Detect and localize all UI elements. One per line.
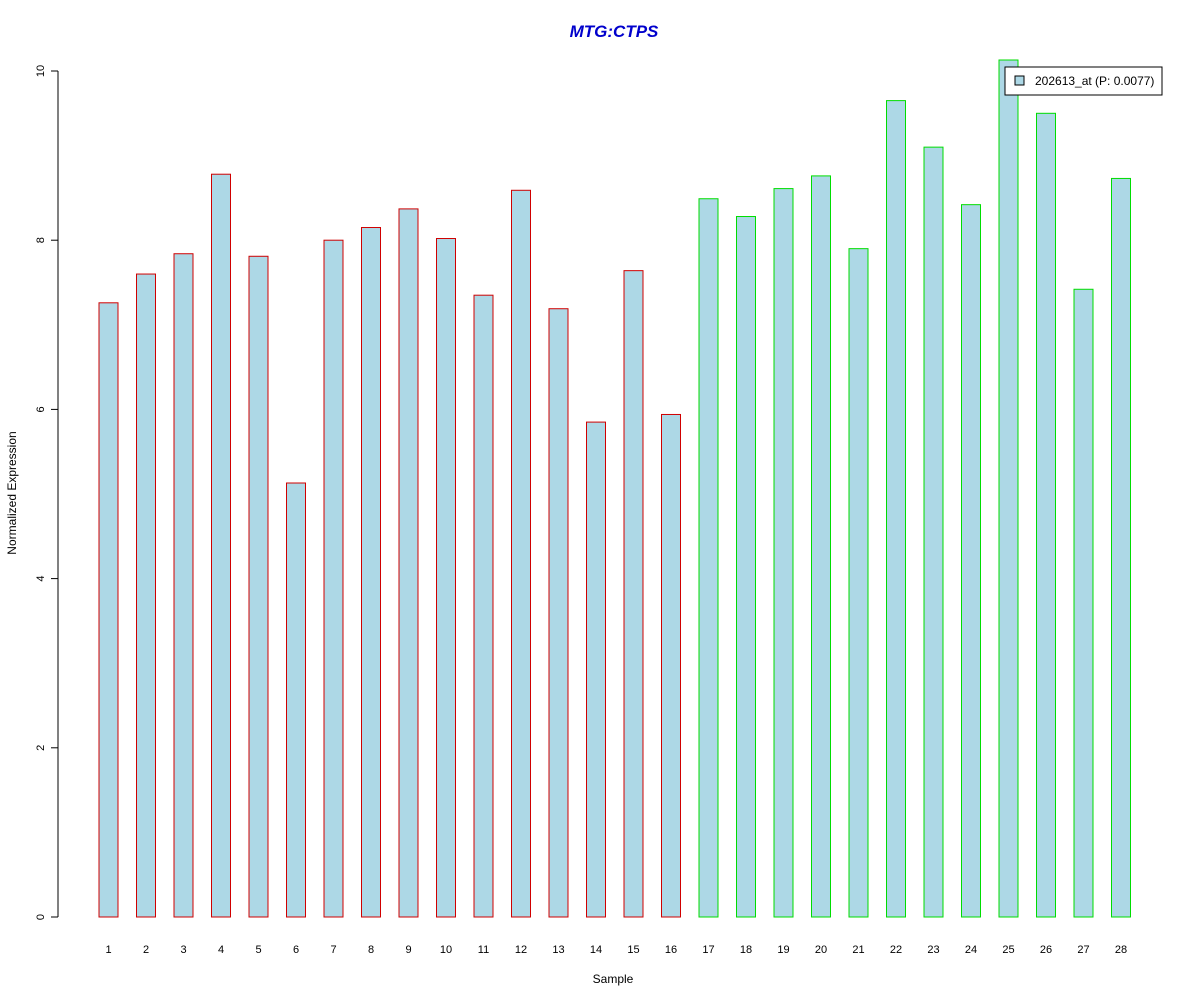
bar-sample-8: [361, 227, 381, 918]
bar-sample-14: [586, 421, 606, 918]
bar-sample-2: [136, 273, 156, 918]
x-tick-label: 13: [552, 944, 564, 956]
bar-sample-27: [1073, 288, 1094, 918]
bar-sample-28: [1111, 177, 1131, 918]
y-tick-label: 4: [35, 576, 47, 582]
x-tick-label: 28: [1115, 944, 1127, 956]
x-tick-label: 16: [665, 944, 677, 956]
x-tick-labels: 1 2 3 4 5 6 7 8 9 10 11 12 13 14 15 16 17 18 19 20 21 22 23 24 2…: [105, 944, 1127, 956]
bar-sample-6: [286, 482, 306, 918]
bar-sample-16: [661, 413, 681, 918]
x-tick-label: 1: [105, 944, 111, 956]
y-axis-label: Normalized Expression: [5, 431, 19, 554]
x-tick-label: 10: [440, 944, 452, 956]
x-tick-label: 17: [702, 944, 714, 956]
bar-sample-12: [511, 189, 531, 918]
bar-sample-4: [211, 173, 231, 918]
legend: 202613_at (P: 0.0077): [1004, 66, 1163, 96]
bar-sample-25: [998, 59, 1019, 918]
bar-sample-26: [1036, 112, 1056, 918]
x-tick-label: 15: [627, 944, 639, 956]
bar-sample-18: [736, 216, 756, 918]
legend-swatch: [1014, 75, 1025, 86]
x-tick-label: 26: [1040, 944, 1052, 956]
legend-box: [1004, 66, 1163, 96]
legend-label: 202613_at (P: 0.0077): [1035, 74, 1154, 88]
y-tick-label: 2: [35, 745, 47, 751]
y-tick-label: 6: [35, 406, 47, 412]
bar-sample-22: [886, 100, 906, 918]
x-tick-label: 4: [218, 944, 224, 956]
x-tick-label: 11: [478, 944, 489, 956]
x-tick-label: 27: [1077, 944, 1089, 956]
bar-sample-19: [773, 188, 794, 918]
x-tick-label: 23: [927, 944, 939, 956]
x-tick-label: 19: [777, 944, 789, 956]
x-tick-label: 24: [965, 944, 977, 956]
x-tick-label: 12: [515, 944, 527, 956]
x-tick-label: 22: [890, 944, 902, 956]
bar-sample-20: [811, 175, 831, 918]
x-tick-label: 2: [143, 944, 149, 956]
x-tick-label: 20: [815, 944, 827, 956]
x-tick-label: 7: [330, 944, 336, 956]
bar-sample-3: [173, 253, 194, 918]
bar-sample-13: [548, 308, 569, 918]
x-tick-label: 25: [1002, 944, 1014, 956]
y-tick-label: 0: [35, 914, 47, 920]
y-tick-label: 10: [35, 65, 47, 77]
x-tick-label: 18: [740, 944, 752, 956]
x-tick-label: 21: [852, 944, 864, 956]
bar-sample-1: [98, 302, 119, 918]
x-tick-label: 14: [590, 944, 602, 956]
x-axis-label: Sample: [593, 972, 634, 986]
x-tick-label: 6: [293, 944, 299, 956]
y-tick-label: 8: [35, 237, 47, 243]
x-tick-label: 5: [255, 944, 261, 956]
bar-sample-10: [436, 238, 456, 918]
x-tick-label: 8: [368, 944, 374, 956]
bar-sample-15: [623, 270, 644, 918]
bar-sample-9: [398, 208, 419, 918]
bar-sample-21: [848, 248, 869, 918]
chart-title: MTG:CTPS: [570, 22, 659, 41]
bars: [98, 59, 1131, 918]
y-axis: 0 2 4 6 8 10: [35, 65, 59, 920]
bar-sample-5: [248, 255, 269, 918]
bar-sample-23: [923, 146, 944, 918]
bar-sample-24: [961, 204, 981, 918]
bar-sample-7: [323, 239, 344, 918]
bar-sample-17: [698, 198, 719, 918]
x-tick-label: 9: [405, 944, 411, 956]
x-tick-label: 3: [180, 944, 186, 956]
bar-sample-11: [473, 294, 494, 918]
